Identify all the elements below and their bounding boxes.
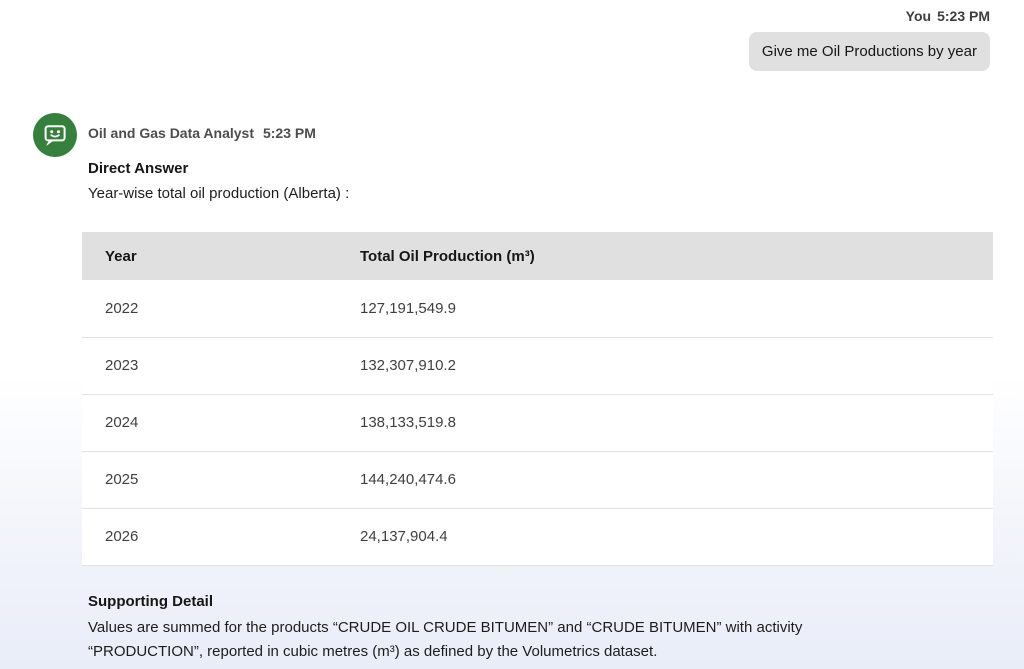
cell-production: 144,240,474.6 — [337, 451, 993, 509]
cell-year: 2025 — [82, 451, 337, 509]
supporting-detail-heading: Supporting Detail — [88, 592, 213, 610]
supporting-detail-text: Values are summed for the products “CRUD… — [88, 618, 803, 660]
bot-message-timestamp: 5:23 PM — [262, 125, 316, 141]
cell-year: 2024 — [82, 394, 337, 452]
cell-production: 138,133,519.8 — [337, 394, 993, 452]
user-message-meta: You 5:23 PM — [906, 8, 990, 25]
bot-avatar — [33, 113, 77, 157]
bot-message: Oil and Gas Data Analyst 5:23 PM Direct A… — [0, 113, 1024, 664]
table-header-row: Year Total Oil Production (m³) — [82, 232, 993, 280]
bot-message-content: Oil and Gas Data Analyst 5:23 PM Direct A… — [82, 113, 993, 664]
cell-year: 2023 — [82, 337, 337, 395]
direct-answer-heading: Direct Answer — [88, 160, 189, 177]
cell-year: 2022 — [82, 280, 337, 338]
user-message: You 5:23 PM Give me Oil Productions by ye… — [0, 8, 1024, 71]
user-message-timestamp: 5:23 PM — [937, 8, 990, 24]
bot-message-meta: Oil and Gas Data Analyst 5:23 PM — [88, 125, 993, 142]
column-header-total-oil-production: Total Oil Production (m³) — [337, 232, 993, 280]
table-row: 2022 127,191,549.9 — [82, 280, 993, 338]
table-row: 2026 24,137,904.4 — [82, 508, 993, 566]
table-row: 2025 144,240,474.6 — [82, 451, 993, 509]
user-sender-name: You — [905, 8, 932, 24]
cell-production: 132,307,910.2 — [337, 337, 993, 395]
bot-sender-name: Oil and Gas Data Analyst — [88, 125, 254, 141]
user-message-bubble: Give me Oil Productions by year — [748, 32, 990, 71]
direct-answer-text: Year-wise total oil production (Alberta)… — [88, 185, 350, 202]
table-row: 2023 132,307,910.2 — [82, 337, 993, 395]
table-row: 2024 138,133,519.8 — [82, 394, 993, 452]
oil-production-table: Year Total Oil Production (m³) 2022 127,… — [82, 232, 993, 566]
cell-production: 24,137,904.4 — [337, 508, 993, 566]
cell-year: 2026 — [82, 508, 337, 566]
column-header-year: Year — [82, 232, 337, 280]
chat-bubble-smiley-icon — [33, 113, 77, 157]
cell-production: 127,191,549.9 — [337, 280, 993, 338]
